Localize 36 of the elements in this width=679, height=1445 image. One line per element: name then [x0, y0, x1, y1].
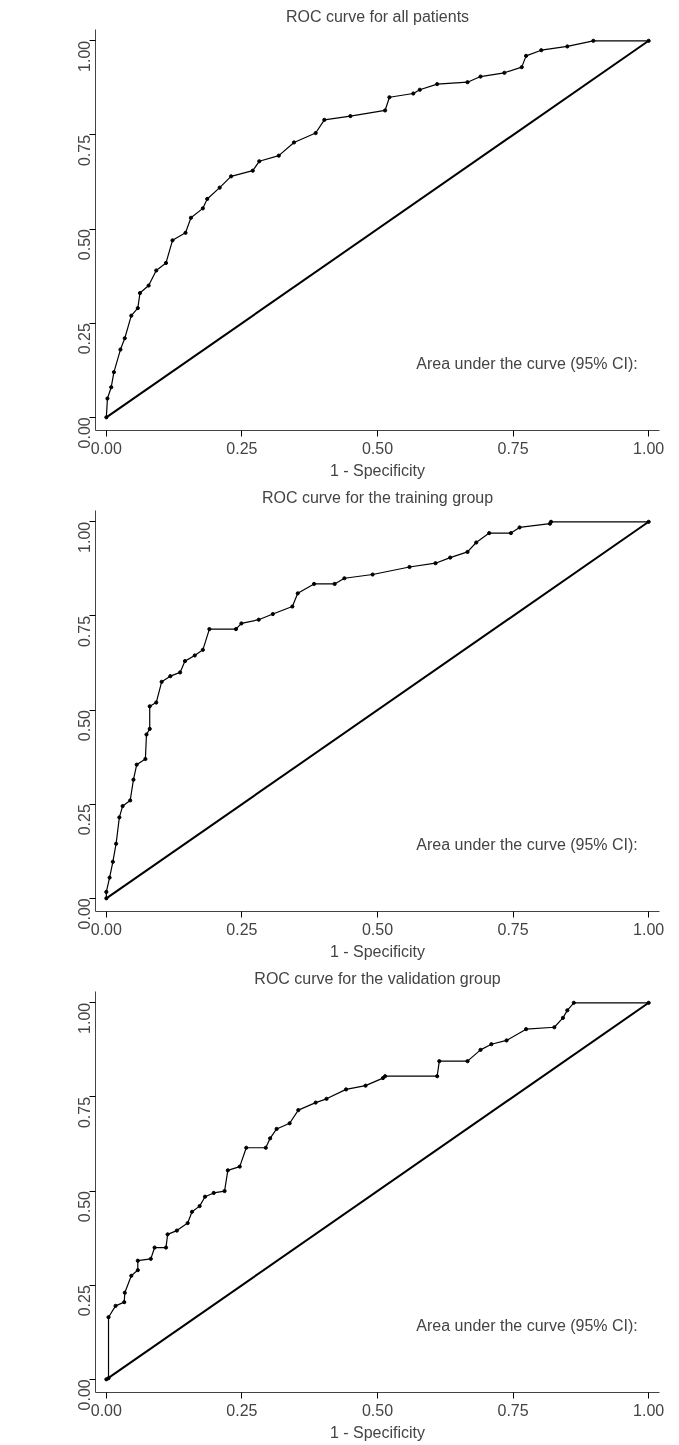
x-tick-label: 0.75 — [497, 439, 529, 457]
x-tick-label: 0.75 — [497, 1401, 529, 1419]
x-axis-title: 1 - Specificity — [329, 461, 426, 479]
y-tick-label: 0.75 — [76, 1096, 94, 1129]
y-tick-label: 0.25 — [76, 804, 94, 836]
x-tick-label: 0.00 — [90, 439, 123, 457]
y-tick-label: 0.50 — [76, 709, 94, 742]
y-tick-label: 0.50 — [76, 228, 94, 261]
y-tick-label: 0.25 — [76, 323, 94, 355]
annotation: Area under the curve (95% CI): — [416, 1317, 638, 1335]
chart-title: ROC curve for all patients — [285, 7, 470, 25]
annotation: Area under the curve (95% CI): — [416, 836, 638, 854]
x-tick-label: 0.00 — [90, 920, 123, 938]
y-tick-label: 0.75 — [76, 615, 94, 648]
x-tick-label: 1.00 — [633, 920, 665, 938]
x-tick-label: 0.75 — [497, 920, 529, 938]
x-tick-label: 1.00 — [633, 439, 665, 457]
y-tick-label: 0.50 — [76, 1190, 94, 1223]
chart-title: ROC curve for the validation group — [254, 969, 501, 987]
x-axis-title: 1 - Specificity — [329, 942, 426, 960]
y-tick-label: 0.25 — [76, 1285, 94, 1317]
chart-title: ROC curve for the training group — [261, 488, 494, 506]
y-tick-label: 1.00 — [76, 521, 94, 553]
x-tick-label: 0.00 — [90, 1401, 123, 1419]
x-tick-label: 0.50 — [361, 920, 394, 938]
x-axis-title: 1 - Specificity — [329, 1423, 426, 1441]
x-tick-label: 0.50 — [361, 439, 394, 457]
y-tick-label: 0.75 — [76, 134, 94, 167]
x-tick-label: 1.00 — [633, 1401, 665, 1419]
x-tick-label: 0.25 — [226, 920, 258, 938]
y-tick-label: 1.00 — [76, 1002, 94, 1034]
annotation: Area under the curve (95% CI): — [416, 355, 638, 373]
y-tick-label: 1.00 — [76, 40, 94, 72]
x-tick-label: 0.25 — [226, 439, 258, 457]
x-tick-label: 0.25 — [226, 1401, 258, 1419]
x-tick-label: 0.50 — [361, 1401, 394, 1419]
